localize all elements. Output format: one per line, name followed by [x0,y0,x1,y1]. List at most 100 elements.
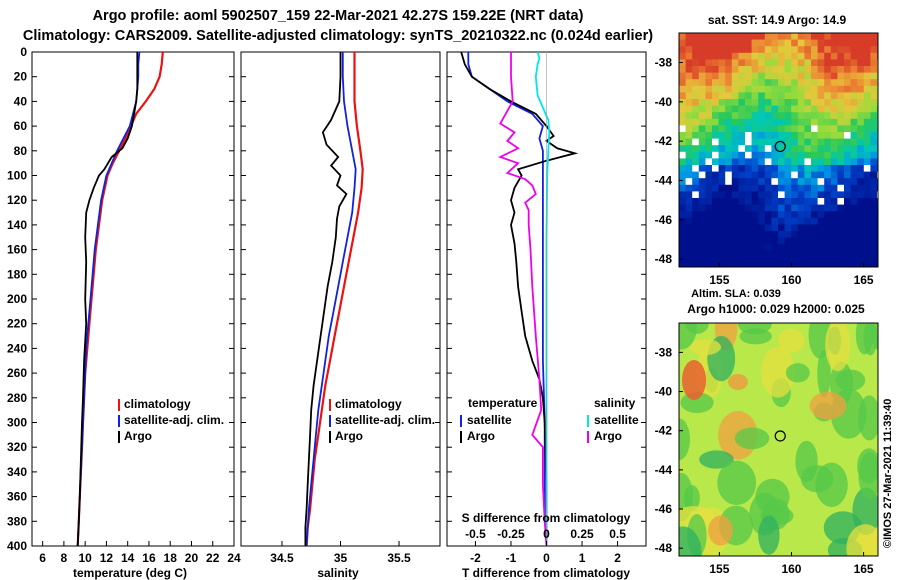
sst-cell [692,158,700,166]
sst-cell [771,158,779,166]
sst-cell [850,198,858,205]
sst-cell [797,184,805,192]
sst-cell [797,79,805,87]
sst-cell [679,171,686,179]
sst-cell [797,191,805,199]
sst-cell [731,46,739,54]
sst-cell [824,125,832,133]
sst-cell [764,138,772,146]
sst-cell [784,112,792,120]
depth-tick-label: 280 [7,391,27,405]
sst-cell [758,250,766,258]
sst-cell [771,184,779,192]
sst-cell [870,66,878,73]
sst-cell [797,158,805,166]
sst-cell [685,105,693,113]
sst-cell [685,72,693,80]
sst-cell [817,264,825,267]
sst-cell [791,184,799,192]
sst-cell [758,178,766,186]
sst-cell [784,244,792,252]
sst-cell [830,191,838,199]
sst-cell [857,92,865,100]
sst-cell [712,165,719,172]
sst-cell [698,165,706,172]
sst-cell [698,92,706,100]
sst-cell [751,184,759,192]
sst-cell [784,105,792,113]
sst-cell [863,52,871,60]
sst-cell [764,59,772,67]
sst-cell [758,138,766,146]
sst-cell [804,105,812,113]
sst-cell [830,171,838,179]
difference-series [460,52,579,546]
sst-cell [725,39,733,47]
sst-cell [837,59,845,67]
sst-cell [758,257,766,265]
x-tick-label: 2 [614,551,621,565]
sst-cell [698,264,706,267]
sst-cell [718,264,726,267]
sst-cell [745,125,752,133]
series-line-t-argo [460,52,579,546]
sst-cell [738,204,746,212]
sst-cell [771,99,779,106]
sst-cell [857,198,865,205]
sst-cell [718,165,726,172]
sst-cell [712,46,719,54]
sst-cell [811,191,818,199]
map-lon-label: 165 [854,562,874,576]
sst-cell [844,204,851,212]
s-diff-tick-label: 0.25 [570,527,594,541]
sst-cell [837,112,845,120]
sst-cell [685,138,693,146]
sst-cell [863,217,871,225]
sst-cell [731,85,739,93]
sst-cell [685,165,693,172]
sst-cell [824,151,832,159]
sst-cell [804,158,812,166]
sst-cell [764,204,772,212]
sst-cell [870,151,878,159]
sst-cell [797,204,805,212]
sst-cell [824,198,832,205]
sst-cell [817,66,825,73]
sst-cell [778,105,785,113]
sst-cell [679,92,686,100]
map-lon-label: 165 [854,273,874,287]
x-tick-label: -2 [470,551,481,565]
salinity-panel [240,51,441,547]
sst-cell [692,118,700,126]
sst-cell [870,257,878,265]
sst-cell [705,118,713,126]
sst-cell [771,224,779,232]
sst-cell [837,125,845,133]
sst-cell [837,250,845,258]
x-tick-label: 0 [543,551,550,565]
sst-cell [685,264,693,267]
sst-cell [751,66,759,73]
sst-cell [784,217,792,225]
map-lat-label: -48 [655,252,673,266]
sst-cell [745,217,752,225]
sst-cell [784,250,792,258]
sst-cell [764,231,772,238]
sst-cell [837,138,845,146]
sst-cell [738,250,746,258]
sst-cell [771,244,779,252]
sst-cell [738,145,746,153]
sst-cell [791,145,799,153]
sst-cell [705,237,713,245]
sst-cell [870,79,878,87]
sst-cell [863,257,871,265]
sst-cell [692,46,700,54]
sst-cell [692,72,700,80]
sst-cell [771,52,779,60]
sst-cell [685,66,693,73]
sst-cell [797,257,805,265]
sst-cell [718,79,726,87]
sst-cell [731,244,739,252]
sst-cell [731,204,739,212]
